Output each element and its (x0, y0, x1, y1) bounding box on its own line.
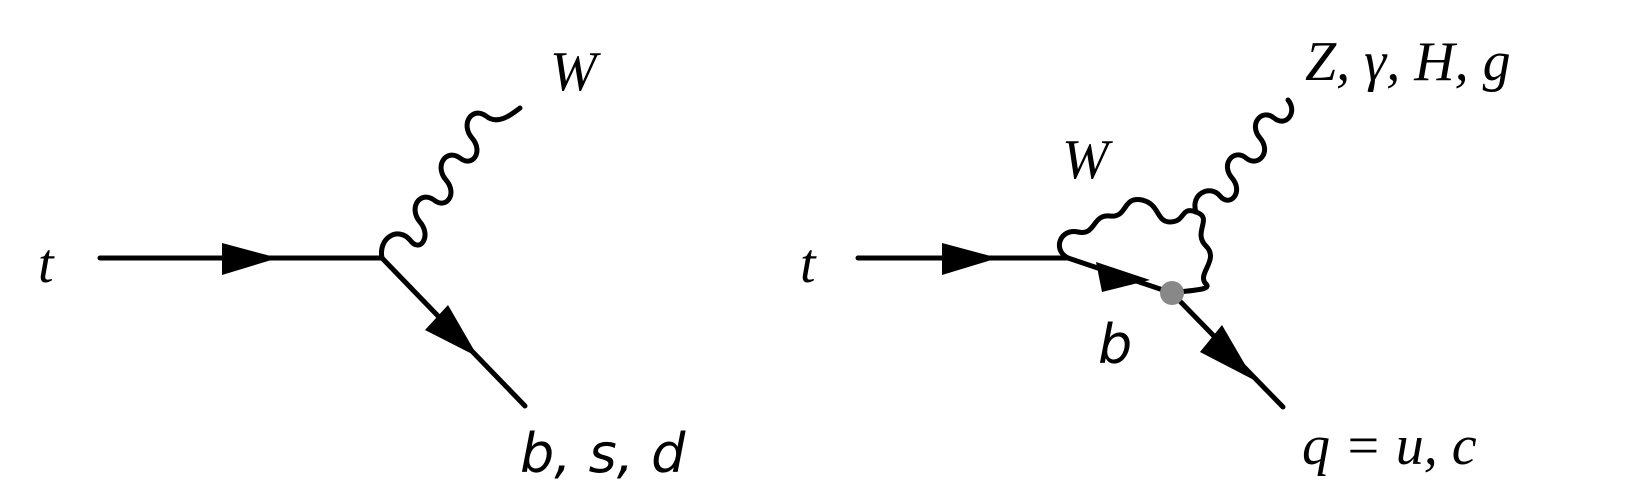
boson-label: W (550, 41, 601, 103)
loop-boson-label: W (1062, 129, 1113, 191)
w-boson-line (379, 105, 523, 261)
incoming-label: t (38, 233, 55, 295)
light-quark-arrow (1200, 325, 1254, 380)
loop-level-diagram: t W b Z, γ, H, g q = u, c (800, 31, 1511, 477)
w-boson-loop (1056, 197, 1199, 261)
incoming-label-loop: t (800, 233, 817, 295)
outgoing-label: b, s, d (520, 422, 686, 482)
emitted-boson-line (1192, 97, 1295, 215)
w-boson-loop-down (1169, 209, 1213, 296)
outgoing-label-loop: q = u, c (1302, 415, 1477, 477)
top-quark-arrow (222, 243, 278, 275)
top-quark-arrow-loop (942, 243, 998, 275)
effective-vertex-blob (1160, 281, 1184, 305)
loop-quark-label: b (1098, 313, 1132, 376)
down-quark-arrow (425, 305, 478, 357)
emitted-boson-label: Z, γ, H, g (1305, 31, 1511, 93)
tree-level-diagram: t W b, s, d (38, 41, 686, 482)
internal-b-quark-arrow (1096, 262, 1150, 292)
